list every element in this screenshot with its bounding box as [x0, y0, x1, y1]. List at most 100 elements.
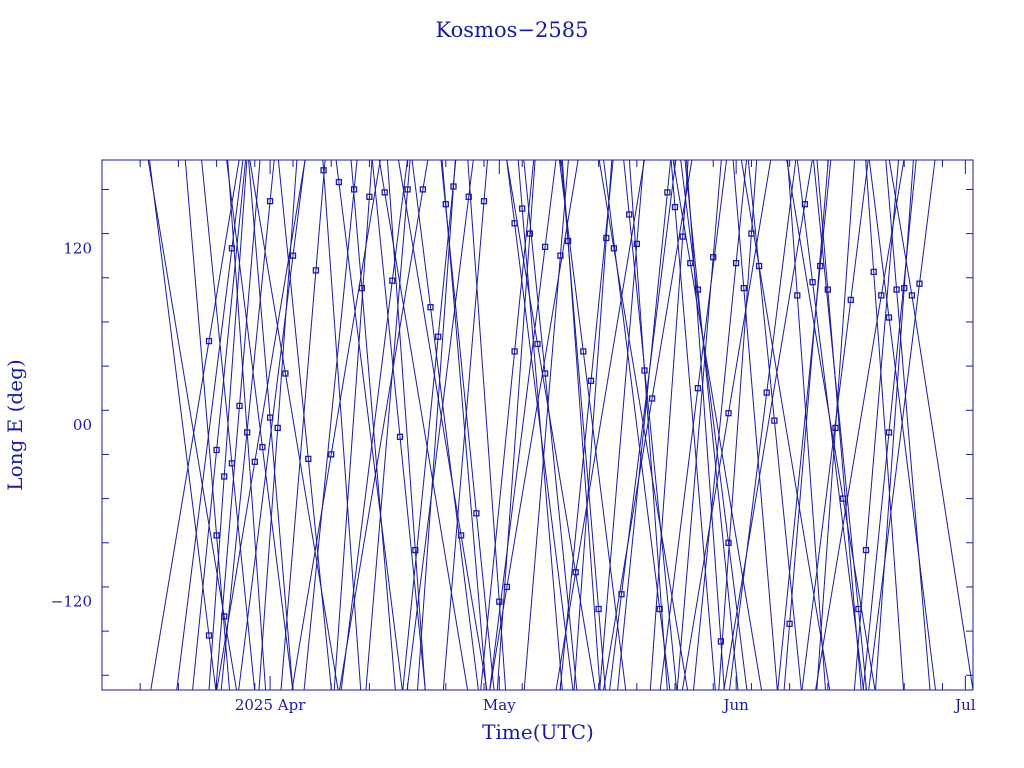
- trace-segment: [723, 159, 813, 691]
- trace-segment: [523, 159, 569, 691]
- data-point: [916, 280, 923, 287]
- trace-segment: [489, 159, 579, 691]
- data-point: [266, 198, 274, 205]
- trace-segment: [220, 159, 275, 691]
- trace-segment: [147, 159, 237, 691]
- trace-segment: [411, 159, 479, 691]
- data-point: [221, 613, 228, 620]
- data-point: [725, 539, 732, 546]
- data-point: [427, 304, 434, 311]
- data-point: [503, 583, 511, 591]
- data-point: [755, 262, 763, 270]
- trace-segment: [649, 159, 689, 691]
- data-point: [648, 395, 656, 402]
- data-point: [557, 252, 564, 259]
- data-point: [328, 451, 335, 458]
- trace-segment: [467, 159, 507, 691]
- data-point: [312, 267, 320, 274]
- trace-segment: [440, 159, 495, 691]
- trace-segment: [786, 159, 876, 691]
- x-axis: 2025 Apr May Jun Jul: [101, 160, 976, 714]
- data-point: [564, 237, 572, 245]
- data-point: [694, 286, 702, 293]
- trace-segment: [815, 159, 905, 691]
- data-point: [740, 284, 747, 292]
- data-point: [221, 473, 228, 480]
- trace-segment: [350, 159, 396, 691]
- data-point: [381, 189, 388, 196]
- trace-segment: [853, 159, 899, 691]
- trace-segment: [672, 159, 762, 691]
- data-point: [633, 240, 640, 248]
- data-point: [748, 230, 755, 237]
- data-point: [732, 259, 740, 267]
- data-point: [855, 605, 862, 613]
- data-point: [786, 620, 793, 627]
- trace-segment: [732, 159, 778, 691]
- data-point: [236, 402, 243, 410]
- trace-segment: [599, 159, 645, 691]
- data-point: [366, 193, 373, 200]
- trace-segment: [192, 159, 247, 691]
- trace-segment: [865, 159, 904, 691]
- trace-segment: [340, 159, 408, 691]
- x-tick-label: 2025 Apr: [235, 696, 306, 714]
- data-point: [457, 532, 465, 539]
- trace-segment: [496, 159, 536, 691]
- data-point: [228, 245, 236, 252]
- data-point: [687, 259, 694, 267]
- y-tick-label: −120: [51, 593, 92, 611]
- data-point: [618, 591, 625, 598]
- trace-segment: [885, 159, 931, 691]
- data-point: [641, 367, 648, 374]
- trace-segment: [280, 159, 326, 691]
- trace-segment: [617, 159, 672, 691]
- y-tick-label: 120: [63, 239, 92, 257]
- trace-segment: [796, 159, 864, 691]
- trace-segment: [816, 159, 862, 691]
- trace-segment: [868, 159, 936, 691]
- longitude-trace: [147, 159, 974, 691]
- trace-segment: [603, 159, 671, 691]
- data-point: [389, 277, 396, 284]
- data-point: [893, 286, 900, 293]
- data-point: [832, 424, 839, 432]
- data-point: [694, 385, 702, 392]
- trace-segment: [365, 159, 411, 691]
- data-point: [809, 279, 816, 286]
- data-point: [603, 234, 610, 242]
- trace-segment: [249, 159, 339, 691]
- data-point: [572, 569, 579, 576]
- data-point: [205, 632, 213, 639]
- data-point: [794, 292, 801, 299]
- trace-segment: [215, 159, 261, 691]
- data-point: [496, 598, 503, 605]
- trace-segment: [201, 159, 256, 691]
- trace-segment: [489, 159, 557, 691]
- data-point: [412, 546, 419, 554]
- data-point: [534, 340, 541, 348]
- data-point: [878, 292, 885, 299]
- trace-segment: [149, 159, 217, 691]
- data-point: [358, 284, 365, 292]
- chart-title: Kosmos−2585: [436, 18, 589, 42]
- data-point: [885, 314, 893, 321]
- trace-segment: [322, 159, 362, 691]
- trace-segment: [559, 159, 614, 691]
- trace-segment: [558, 159, 627, 691]
- trace-segment: [609, 159, 677, 691]
- data-point: [862, 546, 870, 554]
- data-point: [442, 201, 449, 208]
- trace-segment: [248, 159, 294, 691]
- data-point: [595, 605, 602, 613]
- trace-segment: [176, 159, 244, 691]
- trace-segment: [659, 159, 727, 691]
- trace-segment: [226, 159, 294, 691]
- data-point: [450, 183, 457, 190]
- data-point: [465, 193, 472, 200]
- data-point: [213, 532, 220, 539]
- data-point: [610, 245, 618, 252]
- data-point: [335, 178, 343, 186]
- trace-segment: [480, 159, 535, 691]
